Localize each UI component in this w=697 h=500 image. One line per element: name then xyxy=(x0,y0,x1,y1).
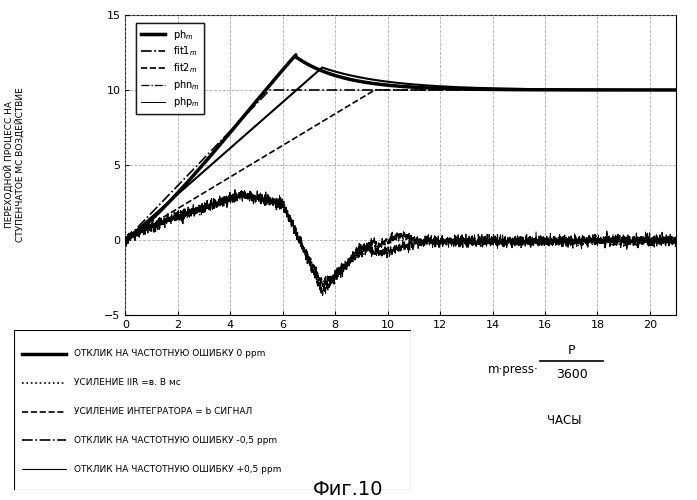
Text: ПЕРЕХОДНОЙ ПРОЦЕСС НА
СТУПЕНЧАТОЕ МС ВОЗДЕЙСТВИЕ: ПЕРЕХОДНОЙ ПРОЦЕСС НА СТУПЕНЧАТОЕ МС ВОЗ… xyxy=(3,88,24,242)
Text: ОТКЛИК НА ЧАСТОТНУЮ ОШИБКУ 0 ppm: ОТКЛИК НА ЧАСТОТНУЮ ОШИБКУ 0 ppm xyxy=(74,350,265,358)
Text: 3600: 3600 xyxy=(556,368,588,380)
Text: Фиг.10: Фиг.10 xyxy=(313,480,384,499)
Text: УСИЛЕНИЕ IIR =в. В мс: УСИЛЕНИЕ IIR =в. В мс xyxy=(74,378,181,388)
Text: ОТКЛИК НА ЧАСТОТНУЮ ОШИБКУ -0,5 ppm: ОТКЛИК НА ЧАСТОТНУЮ ОШИБКУ -0,5 ppm xyxy=(74,436,277,445)
Text: m·press·: m·press· xyxy=(488,364,539,376)
Text: УСИЛЕНИЕ ИНТЕГРАТОРА = b СИГНАЛ: УСИЛЕНИЕ ИНТЕГРАТОРА = b СИГНАЛ xyxy=(74,407,252,416)
Legend: ph$_m$, fit1$_m$, fit2$_m$, phn$_m$, php$_m$: ph$_m$, fit1$_m$, fit2$_m$, phn$_m$, php… xyxy=(136,23,204,114)
Text: ЧАСЫ: ЧАСЫ xyxy=(547,414,582,426)
Text: ОТКЛИК НА ЧАСТОТНУЮ ОШИБКУ +0,5 ppm: ОТКЛИК НА ЧАСТОТНУЮ ОШИБКУ +0,5 ppm xyxy=(74,464,281,473)
Text: P: P xyxy=(568,344,575,358)
